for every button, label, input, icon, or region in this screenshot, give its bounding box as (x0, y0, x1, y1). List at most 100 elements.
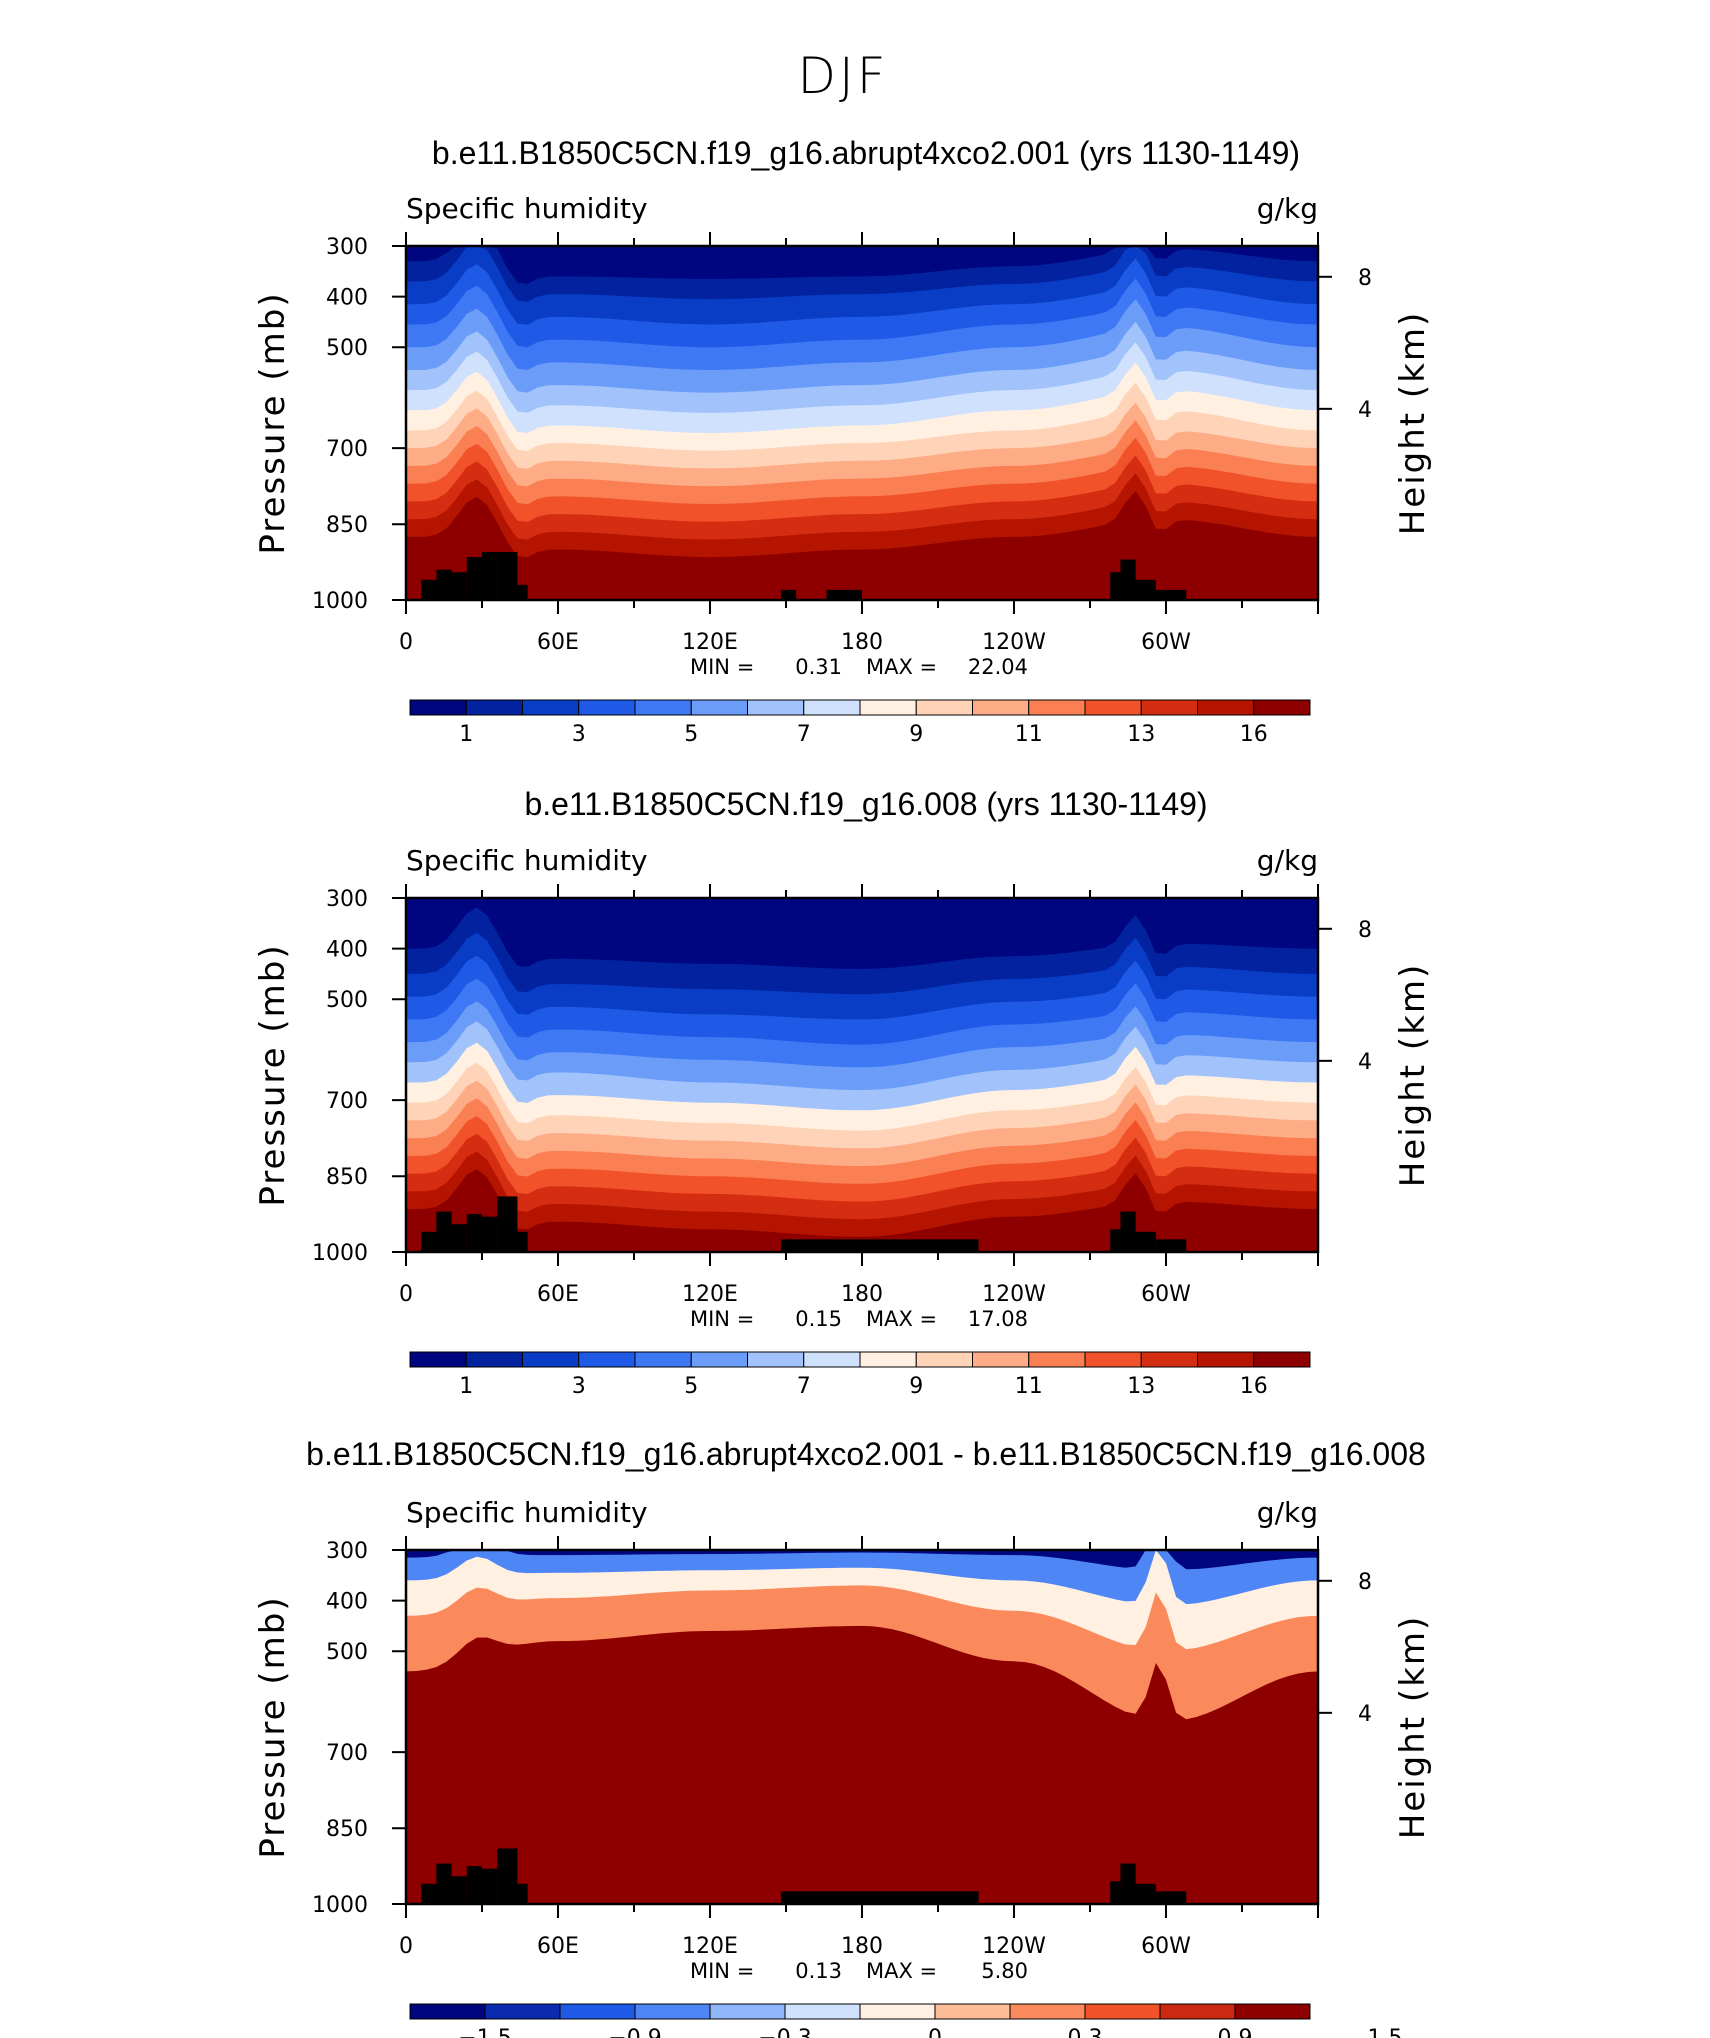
y-tick-label: 500 (326, 336, 368, 361)
colorbar-box (522, 1351, 580, 1368)
y-tick-label: 400 (326, 286, 368, 311)
topography-block (497, 552, 518, 600)
topography-block (517, 584, 528, 600)
x-tick-label: 180 (841, 630, 883, 655)
x-tick-label: 0 (399, 1934, 413, 1959)
colorbar-box (465, 1351, 523, 1368)
panel-title: b.e11.B1850C5CN.f19_g16.abrupt4xco2.001 … (306, 1436, 1426, 1472)
topography-block (451, 1224, 467, 1252)
colorbar-box (484, 2003, 561, 2020)
colorbar-box (803, 699, 861, 716)
topography-block (436, 1863, 452, 1904)
y2-tick-label: 4 (1358, 1050, 1372, 1075)
colorbar-box (972, 1351, 1030, 1368)
topography-block (780, 589, 797, 600)
panel-3: b.e11.B1850C5CN.f19_g16.abrupt4xco2.001 … (253, 1436, 1433, 2038)
topography-block (1110, 572, 1121, 600)
colorbar-label: 16 (1240, 722, 1268, 747)
topography-block (1155, 589, 1187, 600)
y-tick-label: 1000 (312, 589, 368, 614)
colorbar-box (1028, 699, 1086, 716)
topography-block (1155, 1239, 1187, 1252)
y-tick-label: 850 (326, 1165, 368, 1190)
panel-2: b.e11.B1850C5CN.f19_g16.008 (yrs 1130-11… (253, 786, 1433, 1399)
contour-band (406, 1625, 1318, 1904)
colorbar-label: 0.3 (1068, 2026, 1103, 2038)
colorbar-label: 7 (797, 722, 811, 747)
topography-block (1135, 1883, 1156, 1904)
colorbar-label: 11 (1015, 1374, 1043, 1399)
topography-block (1110, 1881, 1121, 1904)
topography-block (1120, 559, 1136, 600)
colorbar-box (1084, 699, 1142, 716)
y-axis-title: Pressure (mb) (253, 291, 293, 554)
field-label: Specific humidity (406, 844, 648, 877)
contour-field (406, 898, 1318, 1252)
min-value: 0.31 (795, 655, 842, 679)
y-tick-label: 300 (326, 887, 368, 912)
min-value: 0.13 (795, 1959, 842, 1983)
y2-tick-label: 8 (1358, 918, 1372, 943)
y-tick-label: 700 (326, 437, 368, 462)
colorbar-box (690, 699, 748, 716)
colorbar-box (709, 2003, 786, 2020)
y2-tick-label: 8 (1358, 1570, 1372, 1595)
colorbar-label: 1 (459, 722, 473, 747)
y-tick-label: 300 (326, 1539, 368, 1564)
colorbar-box (409, 2003, 486, 2020)
topography-block (466, 1214, 482, 1252)
panel-title: b.e11.B1850C5CN.f19_g16.008 (yrs 1130-11… (524, 786, 1207, 822)
topography-block (436, 569, 452, 600)
colorbar-box (915, 1351, 973, 1368)
colorbar-box (747, 699, 805, 716)
colorbar-label: 3 (572, 1374, 586, 1399)
x-tick-label: 60E (537, 630, 579, 655)
colorbar-box (784, 2003, 861, 2020)
x-tick-label: 120E (682, 1282, 738, 1307)
topography-block (421, 1883, 437, 1904)
colorbar-label: −0.9 (608, 2026, 661, 2038)
topography-block (466, 1866, 482, 1904)
colorbar-label: 16 (1240, 1374, 1268, 1399)
x-tick-label: 120W (982, 1282, 1046, 1307)
y2-tick-label: 4 (1358, 398, 1372, 423)
colorbar-box (1009, 2003, 1086, 2020)
x-tick-label: 0 (399, 1282, 413, 1307)
colorbar-label: −0.3 (758, 2026, 811, 2038)
topography-block (436, 1211, 452, 1252)
colorbar-box (1084, 2003, 1161, 2020)
colorbar-box (1197, 1351, 1255, 1368)
panel-title: b.e11.B1850C5CN.f19_g16.abrupt4xco2.001 … (432, 135, 1300, 171)
y2-tick-label: 8 (1358, 266, 1372, 291)
max-label: MAX = (866, 1307, 937, 1331)
colorbar-box (634, 1351, 692, 1368)
colorbar-box (409, 1351, 467, 1368)
y-tick-label: 500 (326, 1640, 368, 1665)
colorbar-box (859, 1351, 917, 1368)
colorbar-box (578, 1351, 636, 1368)
colorbar-label: 11 (1015, 722, 1043, 747)
panel-1: b.e11.B1850C5CN.f19_g16.abrupt4xco2.001 … (253, 135, 1433, 747)
topography-block (780, 1891, 979, 1904)
contour-field (406, 1550, 1318, 1904)
x-tick-label: 0 (399, 630, 413, 655)
field-label: Specific humidity (406, 1496, 648, 1529)
y-tick-label: 400 (326, 1590, 368, 1615)
y-axis-title: Pressure (mb) (253, 1595, 293, 1858)
colorbar-label: 7 (797, 1374, 811, 1399)
colorbar-box (522, 699, 580, 716)
colorbar-box (934, 2003, 1011, 2020)
colorbar-box (747, 1351, 805, 1368)
y-tick-label: 400 (326, 938, 368, 963)
y2-axis-title: Height (km) (1393, 963, 1433, 1188)
colorbar-box (1197, 699, 1255, 716)
colorbar-label: 9 (909, 722, 923, 747)
contour-band (406, 1169, 1318, 1252)
x-tick-label: 180 (841, 1934, 883, 1959)
colorbar-label: 5 (684, 722, 698, 747)
colorbar-label: 1 (459, 1374, 473, 1399)
topography-block (497, 1848, 518, 1904)
colorbar-box (578, 699, 636, 716)
contour-field (406, 246, 1318, 600)
topography-block (497, 1196, 518, 1252)
